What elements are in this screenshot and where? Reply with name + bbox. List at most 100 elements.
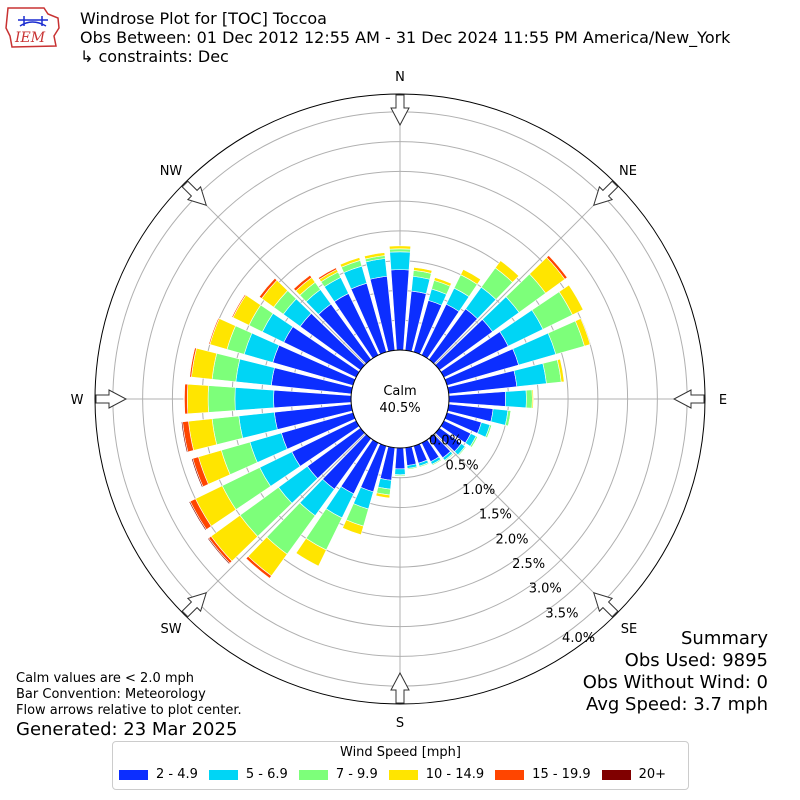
bar-convention-note: Bar Convention: Meteorology	[16, 687, 206, 702]
grid-spoke	[434, 433, 617, 616]
windrose-bar-segment	[458, 446, 468, 457]
legend-items: 2 - 4.9 5 - 6.9 7 - 9.9 10 - 14.9 15 - 1…	[119, 767, 677, 783]
windrose-bar-segment	[186, 383, 209, 415]
windrose-bar-segment	[292, 274, 311, 290]
flow-arrow-shape	[390, 671, 410, 704]
windrose-bar-segment	[394, 468, 406, 476]
windrose-bar-segment	[258, 277, 276, 298]
windrose-bar-segment	[230, 293, 246, 318]
windrose-bar-segment	[188, 500, 207, 531]
windrose-bar-segment	[183, 383, 186, 415]
direction-label-n: N	[395, 70, 405, 85]
windrose-bar-segment	[471, 436, 479, 449]
windrose-bar-segment	[486, 424, 493, 439]
legend-swatch	[495, 770, 525, 780]
legend-swatch	[119, 770, 148, 780]
radial-tick-label: 2.5%	[512, 557, 545, 572]
windrose-bar-segment	[389, 251, 411, 271]
windrose-bar-segment	[375, 492, 391, 499]
windrose-bar-segment	[207, 385, 236, 413]
windrose-bar-segment	[419, 463, 430, 469]
windrose-bar-segment	[181, 421, 189, 453]
legend-item: 2 - 4.9	[119, 767, 198, 783]
radial-tick-label: 0.5%	[446, 458, 479, 473]
windrose-bar-segment	[433, 277, 452, 287]
radial-tick-label: 1.5%	[479, 508, 512, 523]
windrose-bar-segment	[245, 555, 272, 579]
flow-arrow-icon	[672, 389, 705, 409]
radial-tick-label: 3.5%	[545, 606, 578, 621]
chart-subtitle-constraints: ↳ constraints: Dec	[80, 47, 229, 66]
windrose-bar-segment	[448, 391, 506, 407]
grid-spoke	[183, 433, 366, 616]
legend-label: 20+	[638, 767, 667, 782]
summary-obs-without-wind: Obs Without Wind: 0	[582, 672, 768, 693]
windrose-bar-segment	[188, 347, 196, 378]
flow-arrow-shape	[672, 389, 705, 409]
iem-logo: IEM	[5, 7, 60, 48]
legend-swatch	[601, 770, 631, 780]
windrose-bar-segment	[558, 284, 584, 316]
radial-tick-label: 4.0%	[562, 631, 595, 646]
flow-arrow-icon	[390, 94, 410, 127]
flow-arrow-shape	[181, 591, 208, 618]
polar-frame	[94, 93, 706, 705]
legend-item: 15 - 19.9	[495, 767, 591, 783]
windrose-bar-segment	[191, 458, 204, 488]
windrose-bar-segment	[207, 537, 231, 565]
legend-label: 10 - 14.9	[425, 767, 485, 782]
windrose-bar-segment	[211, 415, 244, 446]
direction-label-ne: NE	[619, 164, 637, 179]
windrose-bar-segment	[295, 537, 327, 567]
windrose-bar-segment	[394, 447, 406, 470]
legend-item: 20+	[601, 767, 667, 783]
legend-label: 5 - 6.9	[245, 767, 288, 782]
chart-title: Windrose Plot for [TOC] Toccoa	[80, 9, 327, 28]
direction-label-sw: SW	[160, 622, 181, 637]
calm-label: Calm	[383, 384, 416, 399]
flow-arrow-shape	[592, 180, 619, 207]
flow-arrow-icon	[390, 671, 410, 704]
calm-value: 40.5%	[379, 401, 420, 416]
radial-tick-label: 3.0%	[529, 582, 562, 597]
legend-swatch	[388, 770, 418, 780]
flow-arrow-shape	[181, 180, 208, 207]
flow-arrows	[95, 94, 705, 704]
direction-label-nw: NW	[160, 164, 183, 179]
windrose-bar-segment	[444, 453, 455, 463]
direction-label-se: SE	[621, 622, 637, 637]
flow-arrow-icon	[95, 389, 128, 409]
windrose-bar-segment	[494, 260, 520, 283]
windrose-bar-segment	[207, 317, 219, 345]
calm-circle	[350, 349, 450, 449]
generated-date: Generated: 23 Mar 2025	[16, 719, 238, 740]
windrose-bar-segment	[460, 268, 482, 285]
summary-obs-used: Obs Used: 9895	[624, 650, 768, 671]
windrose-bar-segment	[394, 475, 406, 477]
windrose-bar-segment	[525, 389, 533, 409]
windrose-bar-segment	[389, 248, 411, 253]
windrose-bar-segment	[235, 358, 275, 386]
flow-arrow-shape	[390, 94, 410, 127]
legend-swatch	[298, 770, 328, 780]
legend-title: Wind Speed [mph]	[340, 745, 461, 760]
flow-arrow-icon	[592, 591, 619, 618]
chart-title-block: Windrose Plot for [TOC] Toccoa Obs Betwe…	[80, 9, 730, 66]
calm-note: Calm values are < 2.0 mph	[16, 671, 195, 686]
flow-arrow-icon	[592, 180, 619, 207]
radial-tick-label: 2.0%	[495, 532, 528, 547]
windrose-bar-segment	[339, 257, 361, 268]
flow-arrow-shape	[592, 591, 619, 618]
windrose-bar-segment	[388, 245, 412, 250]
grid-spoke	[434, 182, 617, 365]
radial-tick-label: 1.0%	[462, 483, 495, 498]
grid-spoke	[183, 182, 366, 365]
windrose-bar-segment	[432, 459, 443, 467]
windrose-bar-segment	[364, 252, 386, 260]
windrose-bar-segment	[531, 389, 534, 409]
windrose-bar-segment	[507, 410, 512, 427]
direction-label-w: W	[71, 393, 84, 408]
windrose-bar-segment	[574, 318, 591, 347]
direction-label-s: S	[396, 716, 404, 731]
